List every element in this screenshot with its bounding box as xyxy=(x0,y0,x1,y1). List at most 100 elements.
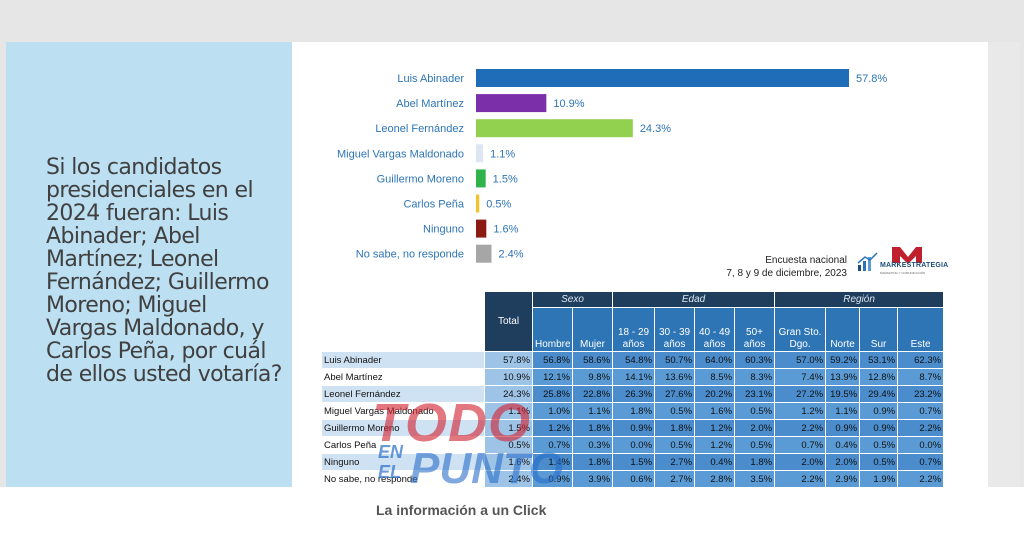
row-value-cell: 13.6% xyxy=(654,368,696,386)
row-total-cell: 2.4% xyxy=(484,470,533,488)
subheader-cell: Mujer xyxy=(571,307,614,352)
subheader-cell: 50+ años xyxy=(734,307,776,352)
row-value-cell: 0.9% xyxy=(532,470,573,488)
bar-label: Miguel Vargas Maldonado xyxy=(337,148,464,160)
table-row: Ninguno 1.6% 1.4% 1.8% 1.5% 2.7% 0.4% 1.8% 2.0% 2… xyxy=(321,453,945,471)
row-value-cell: 12.1% xyxy=(532,368,573,386)
row-value-cell: 59.2% xyxy=(825,351,861,369)
row-value-cell: 0.4% xyxy=(694,453,736,471)
row-value-cell: 0.7% xyxy=(532,436,573,454)
row-value-cell: 1.9% xyxy=(859,470,899,488)
row-value-cell: 0.5% xyxy=(654,402,696,420)
row-value-cell: 2.0% xyxy=(825,453,861,471)
table-row: Miguel Vargas Maldonado 1.1% 1.0% 1.1% 1.8% 0… xyxy=(321,402,945,420)
row-total-cell: 10.9% xyxy=(484,368,533,386)
row-value-cell: 0.3% xyxy=(571,436,614,454)
row-value-cell: 26.3% xyxy=(612,385,656,403)
table-body: Luis Abinader 57.8% 56.8% 58.6% 54.8% 50.7% 64… xyxy=(321,351,945,488)
row-value-cell: 0.7% xyxy=(897,402,945,420)
row-value-cell: 0.7% xyxy=(897,453,945,471)
row-total-cell: 1.1% xyxy=(484,402,533,420)
bar xyxy=(476,169,486,188)
question-panel: Si los candidatos presidenciales en el 2… xyxy=(6,42,292,487)
row-value-cell: 2.0% xyxy=(774,453,827,471)
row-value-cell: 64.0% xyxy=(694,351,736,369)
row-value-cell: 1.2% xyxy=(532,419,573,437)
row-candidate-name: No sabe, no responde xyxy=(321,470,485,488)
row-value-cell: 1.2% xyxy=(694,419,736,437)
row-value-cell: 23.1% xyxy=(734,385,776,403)
row-value-cell: 1.8% xyxy=(654,419,696,437)
row-value-cell: 2.7% xyxy=(654,470,696,488)
table-row: Luis Abinader 57.8% 56.8% 58.6% 54.8% 50.7% 64… xyxy=(321,351,945,369)
bar-label: Abel Martínez xyxy=(396,98,464,110)
row-value-cell: 9.8% xyxy=(571,368,614,386)
row-total-cell: 0.5% xyxy=(484,436,533,454)
row-value-cell: 7.4% xyxy=(774,368,827,386)
row-value-cell: 2.9% xyxy=(825,470,861,488)
row-value-cell: 53.1% xyxy=(859,351,899,369)
row-value-cell: 1.8% xyxy=(612,402,656,420)
row-value-cell: 1.0% xyxy=(532,402,573,420)
table-row: Abel Martínez 10.9% 12.1% 9.8% 14.1% 13.6% 8.5… xyxy=(321,368,945,386)
bar-label: Ninguno xyxy=(423,224,464,236)
bar xyxy=(476,69,849,87)
bar-value-label: 1.1% xyxy=(490,148,515,160)
row-value-cell: 20.2% xyxy=(694,385,736,403)
row-value-cell: 1.2% xyxy=(694,436,736,454)
row-value-cell: 14.1% xyxy=(612,368,656,386)
results-table: Total Sexo Edad Región Hombre Mujer 18 - 2… xyxy=(321,291,945,488)
row-value-cell: 0.9% xyxy=(859,402,899,420)
row-value-cell: 57.0% xyxy=(774,351,827,369)
row-candidate-name: Luis Abinader xyxy=(321,351,485,369)
subheader-cell: Hombre xyxy=(532,307,573,352)
subheader-cell: 18 - 29 años xyxy=(612,307,656,352)
row-value-cell: 23.2% xyxy=(897,385,945,403)
row-value-cell: 1.4% xyxy=(532,453,573,471)
row-value-cell: 0.5% xyxy=(734,436,776,454)
row-value-cell: 3.5% xyxy=(734,470,776,488)
row-value-cell: 19.5% xyxy=(825,385,861,403)
corner-cell xyxy=(322,292,485,352)
row-value-cell: 0.5% xyxy=(654,436,696,454)
row-total-cell: 1.5% xyxy=(484,419,533,437)
row-value-cell: 54.8% xyxy=(612,351,656,369)
subheader-cell: Este xyxy=(897,307,945,352)
row-value-cell: 0.7% xyxy=(774,436,827,454)
row-value-cell: 2.2% xyxy=(774,470,827,488)
row-value-cell: 0.9% xyxy=(612,419,656,437)
question-text: Si los candidatos presidenciales en el 2… xyxy=(46,155,282,387)
row-value-cell: 2.2% xyxy=(897,419,945,437)
row-value-cell: 1.5% xyxy=(612,453,656,471)
total-header: Total xyxy=(484,291,533,352)
row-candidate-name: Miguel Vargas Maldonado xyxy=(321,402,485,420)
survey-note-line1: Encuesta nacional xyxy=(765,255,847,266)
row-candidate-name: Abel Martínez xyxy=(321,368,485,386)
row-value-cell: 29.4% xyxy=(859,385,899,403)
bar xyxy=(476,219,487,238)
bar-label: Guillermo Moreno xyxy=(377,173,464,185)
row-candidate-name: Ninguno xyxy=(321,453,485,471)
subheader-cell: 30 - 39 años xyxy=(654,307,696,352)
bar xyxy=(476,194,480,213)
row-value-cell: 2.0% xyxy=(734,419,776,437)
bar-value-label: 2.4% xyxy=(498,249,523,261)
row-value-cell: 27.2% xyxy=(774,385,827,403)
row-value-cell: 2.2% xyxy=(897,470,945,488)
row-value-cell: 2.2% xyxy=(774,419,827,437)
row-value-cell: 60.3% xyxy=(734,351,776,369)
group-header-edad: Edad xyxy=(612,291,776,308)
bars-layer: Luis Abinader 57.8% Abel Martínez 10.9% Leon… xyxy=(337,69,887,263)
row-value-cell: 8.5% xyxy=(694,368,736,386)
row-value-cell: 1.8% xyxy=(734,453,776,471)
slide: Si los candidatos presidenciales en el 2… xyxy=(6,42,1020,487)
markestrategia-logo: MARKESTRATEGIA MARKETING Y COMUNICACIÓN xyxy=(856,243,948,279)
table-row: Leonel Fernández 24.3% 25.8% 22.8% 26.3% 27.6… xyxy=(321,385,945,403)
table-row: Guillermo Moreno 1.5% 1.2% 1.8% 0.9% 1.8% 1.2%… xyxy=(321,419,945,437)
row-value-cell: 13.9% xyxy=(825,368,861,386)
row-value-cell: 56.8% xyxy=(532,351,573,369)
row-value-cell: 1.8% xyxy=(571,453,614,471)
row-value-cell: 1.6% xyxy=(694,402,736,420)
row-value-cell: 8.7% xyxy=(897,368,945,386)
